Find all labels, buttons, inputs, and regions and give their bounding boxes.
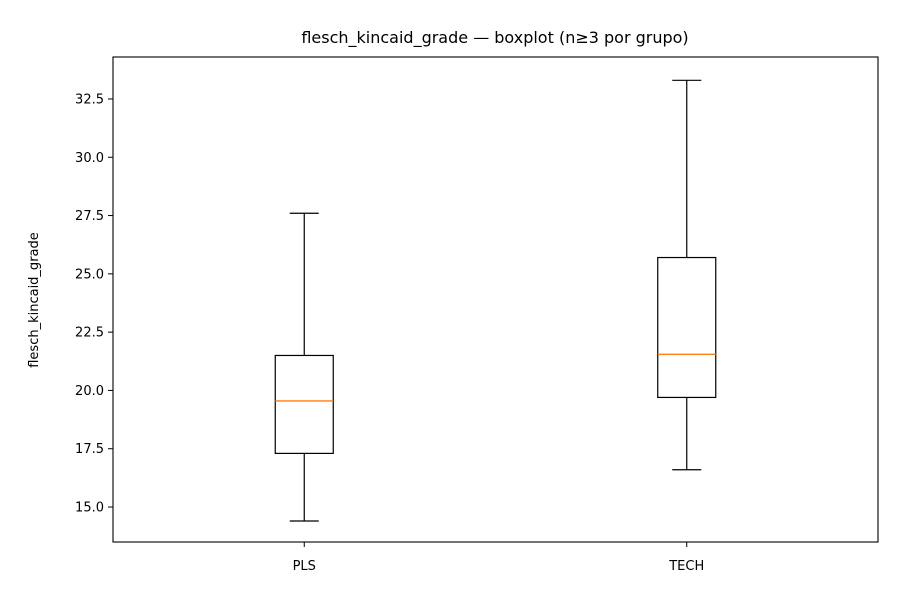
y-tick-label: 22.5	[75, 326, 104, 341]
y-tick-label: 17.5	[75, 442, 104, 457]
y-tick-label: 20.0	[75, 384, 104, 399]
x-tick-label: TECH	[668, 559, 704, 574]
x-tick-label: PLS	[293, 559, 316, 574]
y-tick-label: 30.0	[75, 151, 104, 166]
y-tick-label: 25.0	[75, 267, 104, 282]
y-tick-label: 15.0	[75, 501, 104, 516]
y-tick-label: 27.5	[75, 209, 104, 224]
y-tick-label: 32.5	[75, 92, 104, 107]
plot-area: 15.0 17.5 20.0 22.5 25.0 27.5 30.0 32.5 PLS TECH	[75, 79, 717, 574]
box-pls	[274, 354, 334, 454]
y-axis-label: flesch_kincaid_grade	[27, 232, 42, 368]
box-tech	[657, 256, 717, 399]
chart-title: flesch_kincaid_grade — boxplot (n≥3 por …	[301, 28, 688, 48]
plot-frame	[112, 56, 879, 543]
